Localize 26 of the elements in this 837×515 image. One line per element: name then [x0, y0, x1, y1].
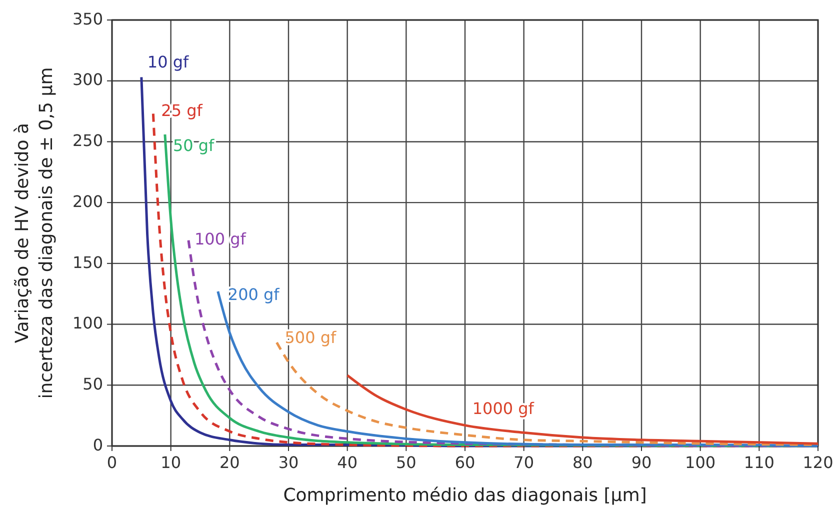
y-tick-label: 150	[72, 252, 103, 272]
y-tick-label: 200	[72, 192, 103, 211]
x-tick-label: 80	[572, 453, 593, 472]
y-tick-label: 100	[72, 314, 103, 333]
y-axis-title: Variação de HV devido à incerteza das diagonais de ± 0,5 µm	[12, 67, 57, 399]
x-tick-label: 0	[106, 453, 118, 472]
x-tick-label: 110	[744, 453, 774, 472]
x-tick-label: 10	[160, 453, 182, 472]
y-tick-label: 250	[72, 131, 103, 150]
x-tick-label: 60	[454, 453, 476, 472]
series-label: 100 gf	[194, 230, 246, 249]
x-tick-label: 100	[685, 453, 716, 472]
x-tick-label: 120	[802, 453, 834, 472]
y-tick-label: 350	[72, 9, 103, 28]
x-tick-label: 90	[631, 453, 652, 472]
x-tick-label: 30	[278, 453, 299, 472]
y-tick-label: 300	[72, 70, 103, 90]
x-tick-label: 20	[219, 453, 240, 472]
x-tick-label: 50	[396, 453, 416, 472]
y-tick-label: 50	[82, 374, 103, 394]
series-label: 10 gf	[147, 52, 190, 72]
y-tick-label: 0	[92, 435, 103, 454]
x-tick-label: 70	[514, 453, 534, 472]
x-tick-label: 40	[337, 453, 358, 472]
x-axis-title: Comprimento médio das diagonais [µm]	[283, 485, 647, 506]
line-series	[346, 374, 820, 445]
